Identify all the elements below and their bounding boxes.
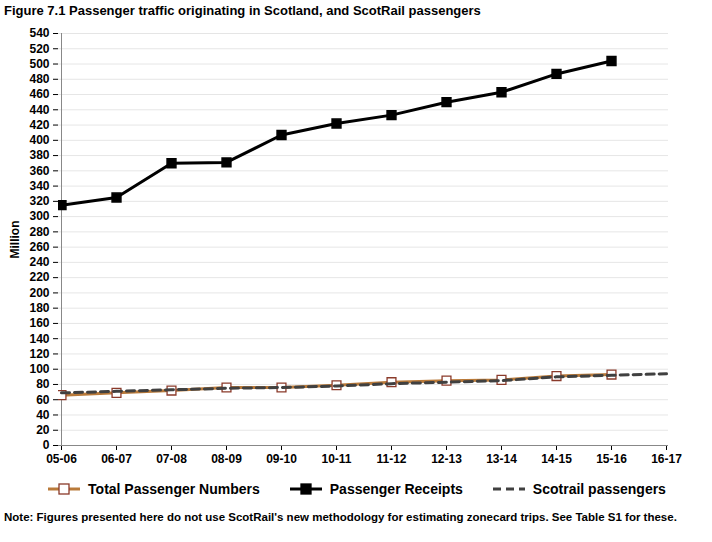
svg-text:12-13: 12-13 [431, 452, 462, 466]
svg-text:40: 40 [36, 408, 50, 422]
svg-text:13-14: 13-14 [486, 452, 517, 466]
svg-text:300: 300 [29, 209, 49, 223]
svg-text:320: 320 [29, 194, 49, 208]
svg-text:200: 200 [29, 286, 49, 300]
svg-text:520: 520 [29, 42, 49, 56]
svg-text:06-07: 06-07 [101, 452, 132, 466]
svg-text:16-17: 16-17 [651, 452, 682, 466]
svg-text:20: 20 [36, 423, 50, 437]
svg-text:420: 420 [29, 118, 49, 132]
svg-text:05-06: 05-06 [46, 452, 77, 466]
svg-text:08-09: 08-09 [211, 452, 242, 466]
svg-text:14-15: 14-15 [541, 452, 572, 466]
svg-text:140: 140 [29, 332, 49, 346]
svg-text:0: 0 [43, 438, 50, 452]
svg-text:60: 60 [36, 393, 50, 407]
svg-text:09-10: 09-10 [266, 452, 297, 466]
svg-text:460: 460 [29, 87, 49, 101]
svg-text:400: 400 [29, 133, 49, 147]
svg-text:480: 480 [29, 72, 49, 86]
svg-text:120: 120 [29, 347, 49, 361]
svg-text:220: 220 [29, 270, 49, 284]
svg-text:15-16: 15-16 [596, 452, 627, 466]
svg-text:500: 500 [29, 57, 49, 71]
svg-text:80: 80 [36, 377, 50, 391]
svg-text:Million: Million [8, 221, 22, 259]
svg-text:360: 360 [29, 164, 49, 178]
svg-text:380: 380 [29, 148, 49, 162]
svg-text:100: 100 [29, 362, 49, 376]
html-text:Note: Figures presented here d: Note: Figures presented here do not use … [4, 511, 677, 523]
svg-text:440: 440 [29, 103, 49, 117]
svg-text:240: 240 [29, 255, 49, 269]
svg-text:340: 340 [29, 179, 49, 193]
svg-text:160: 160 [29, 316, 49, 330]
svg-text:11-12: 11-12 [376, 452, 406, 466]
svg-text:180: 180 [29, 301, 49, 315]
svg-text:280: 280 [29, 225, 49, 239]
html-text:Scotrail passengers: Scotrail passengers [532, 481, 666, 497]
html-text:Total Passenger Numbers: Total Passenger Numbers [88, 481, 260, 497]
html-text:Passenger Receipts: Passenger Receipts [329, 481, 463, 497]
svg-text:540: 540 [29, 26, 49, 40]
svg-text:260: 260 [29, 240, 49, 254]
html-text:Figure 7.1 Passenger traffic o: Figure 7.1 Passenger traffic originating… [4, 3, 481, 18]
svg-text:07-08: 07-08 [156, 452, 187, 466]
svg-text:10-11: 10-11 [321, 452, 351, 466]
